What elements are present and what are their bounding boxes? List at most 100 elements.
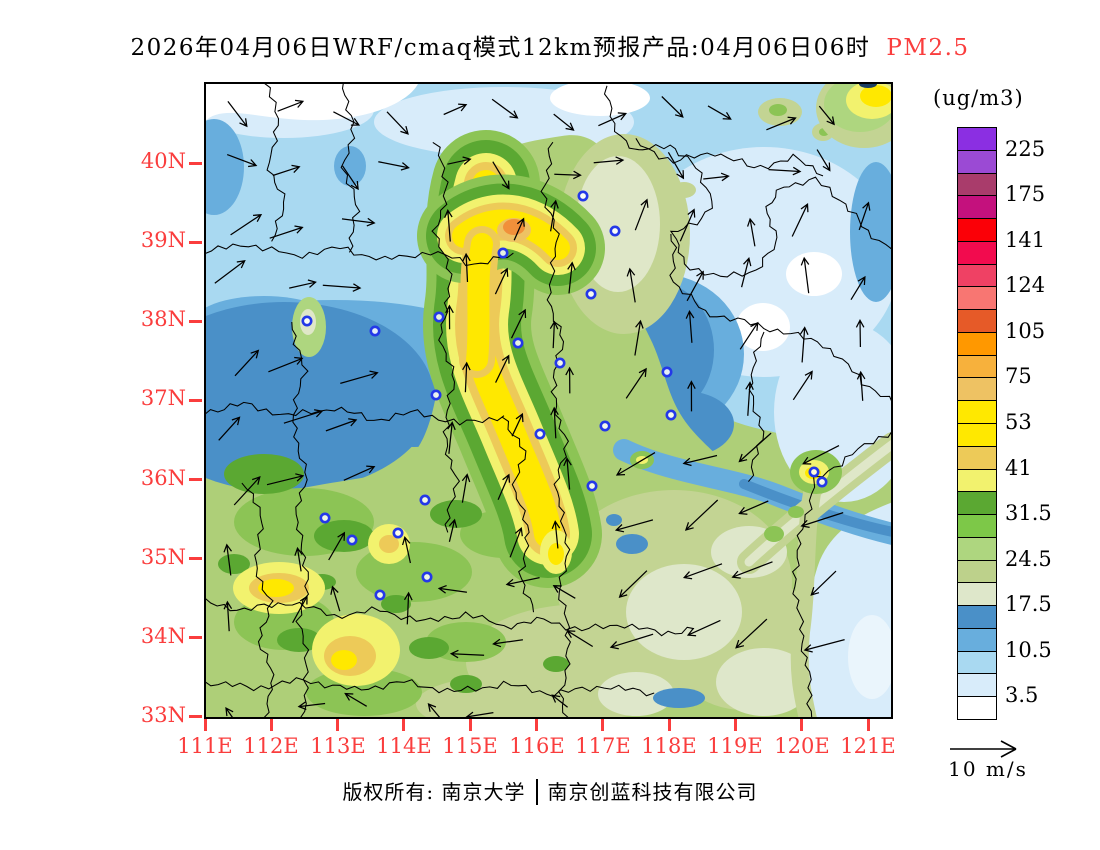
map-canvas [134,68,914,732]
lon-label-112E: 112E [243,734,299,758]
colorbar-segment [957,673,997,698]
wind-vector-arrow [850,275,866,301]
lon-tick-115E [469,719,472,731]
wind-vector-arrow [268,356,304,373]
wind-vector-arrow [494,267,509,295]
map-border [204,82,893,719]
lon-tick-119E [734,719,737,731]
wind-vector-arrow [614,519,654,533]
wind-vector-arrow [343,465,376,481]
wind-vector-arrow [553,113,575,131]
colorbar-label-24.5: 24.5 [1005,547,1052,571]
wind-vector-arrow [513,217,525,241]
wind-vector-arrow [682,563,723,580]
wind-vector-arrow [738,432,772,463]
wind-vector-arrow [509,526,523,558]
colorbar-segment [957,582,997,607]
wind-vector-arrow [738,500,769,515]
wind-vector-arrow [227,101,248,128]
wind-vector-arrow [563,457,572,490]
wind-vector-arrow [444,208,453,242]
colorbar-segment [957,650,997,675]
wind-vector-arrow [799,326,809,363]
lat-tick-35N [189,557,202,560]
lat-tick-33N [189,715,202,718]
wind-vector-arrow [550,406,559,439]
lat-label-37N: 37N [140,386,186,410]
wind-vector-arrow [818,105,835,126]
station-marker [421,571,433,583]
wind-vector-arrow [378,161,410,171]
wind-vector-arrow [223,600,233,632]
wind-vector-arrow [448,518,458,542]
wind-vector-arrow [214,260,246,284]
station-marker [554,357,566,369]
wind-vector-arrow [297,701,326,711]
station-marker [609,225,621,237]
wind-vector-arrow [745,381,754,416]
colorbar-segment [957,263,997,288]
colorbar-segment [957,423,997,447]
station-marker [512,337,524,349]
title-main: 2026年04月06日WRF/cmaq模式12km预报产品:04月06日06时 [130,35,871,61]
wind-vector-arrow [679,208,696,242]
colorbar-segment [957,354,997,379]
colorbar-segment [957,400,997,424]
wind-vector-arrow [593,156,625,165]
lon-tick-111E [204,719,207,731]
wind-vector-arrow [462,252,471,283]
wind-vector-arrow [341,165,359,191]
wind-vector-arrow [401,536,412,564]
boundary-line [540,141,572,719]
colorbar-segment [957,240,997,265]
wind-vector-arrow [598,112,628,127]
colorbar-segment [957,149,997,174]
lat-label-35N: 35N [140,545,186,569]
wind-vector-arrow [800,256,810,294]
wind-vector-arrow [269,225,304,239]
colorbar-label-10.5: 10.5 [1005,638,1052,662]
wind-vector-arrow [294,546,303,572]
wind-vector-arrow [682,454,718,467]
station-marker [419,494,431,506]
station-marker [599,420,611,432]
wind-vector-arrow [230,213,263,236]
colorbar-segment [957,286,997,311]
wind-vector-arrow [325,418,358,432]
wind-vector-arrow [567,261,576,294]
boundary-line [340,80,361,253]
lat-label-40N: 40N [140,149,186,173]
wind-vector-arrow [731,561,773,579]
wind-vector-arrow [491,98,519,119]
boundary-line [204,243,514,267]
wind-vector-arrow [858,201,871,231]
wind-vector-arrow [447,421,456,454]
lat-tick-39N [189,241,202,244]
wind-vector-arrow [618,570,648,599]
colorbar-label-3.5: 3.5 [1005,683,1039,707]
wind-vector-arrow [707,105,732,120]
wind-vector-arrow [340,370,379,385]
lon-tick-121E [867,719,870,731]
wind-scale-label: 10 m/s [948,757,1028,781]
wind-vector-arrow [330,585,341,612]
station-marker [369,325,381,337]
wind-vector-arrow [492,161,510,190]
wind-vector-arrow [445,304,454,330]
colorbar-label-105: 105 [1005,319,1046,343]
lon-label-115E: 115E [442,734,498,758]
station-marker [346,534,358,546]
colorbar-label-53: 53 [1005,410,1032,434]
colorbar-segment [957,218,997,242]
lon-label-116E: 116E [509,734,565,758]
lat-label-39N: 39N [140,228,186,252]
wind-vector-arrow [386,111,409,135]
wind-vector-arrow [497,473,511,500]
wind-vector-arrow [609,633,654,650]
colorbar-segment [957,491,997,516]
lon-label-118E: 118E [641,734,697,758]
lon-label-113E: 113E [310,734,366,758]
wind-vector-arrow [495,354,510,383]
wind-vector-arrow [856,370,866,401]
wind-vector-arrow [735,618,768,649]
